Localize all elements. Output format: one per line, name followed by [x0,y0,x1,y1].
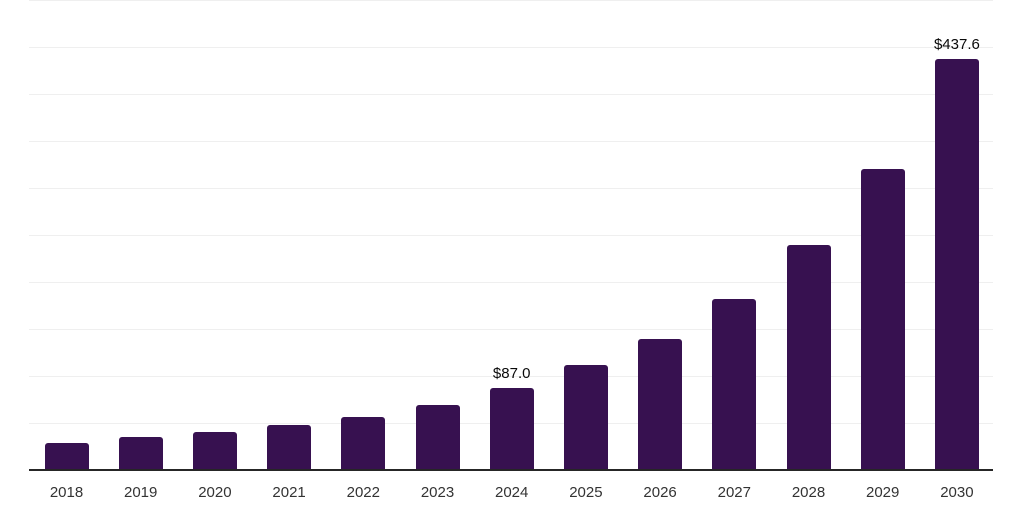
plot-area: $87.0 $437.6 [29,0,993,470]
gridline-500 [29,0,993,1]
bar-2029 [860,168,905,470]
x-axis-label-2019: 2019 [124,484,158,501]
bar-2030 [934,58,979,470]
bar-2021 [267,425,312,470]
gridline-450 [29,47,993,48]
x-axis-label-2018: 2018 [49,484,84,501]
x-axis-label-2021: 2021 [272,484,306,501]
x-axis-label-2024: 2024 [495,484,529,501]
bar-2024 [489,388,534,470]
gridline-250 [29,235,993,236]
x-axis-label-2030: 2030 [940,484,974,501]
gridline-400 [29,94,993,95]
x-axis-label-2025: 2025 [569,484,603,501]
gridline-350 [29,141,993,142]
value-label-2030: $437.6 [933,35,980,53]
bar-2023 [415,404,460,470]
bar-2022 [341,417,386,470]
gridline-300 [29,188,993,189]
gridline-100 [29,376,993,377]
bar-2027 [712,298,757,470]
bar-2019 [118,437,163,470]
x-axis-label-2029: 2029 [866,484,900,501]
gridline-200 [29,282,993,283]
gridline-150 [29,329,993,330]
bar-2018 [44,443,89,470]
x-axis-label-2028: 2028 [791,484,826,501]
x-axis-label-2027: 2027 [717,484,751,501]
bar-2028 [786,244,831,470]
value-label-2024: $87.0 [492,365,531,383]
x-axis-label-2023: 2023 [420,484,455,501]
x-axis-label-2022: 2022 [346,484,380,501]
bar-2025 [563,365,608,470]
x-axis-line [29,469,993,471]
bar-2026 [638,338,683,470]
bar-2020 [192,432,237,470]
x-axis-label-2020: 2020 [198,484,232,501]
x-axis-label-2026: 2026 [643,484,677,501]
